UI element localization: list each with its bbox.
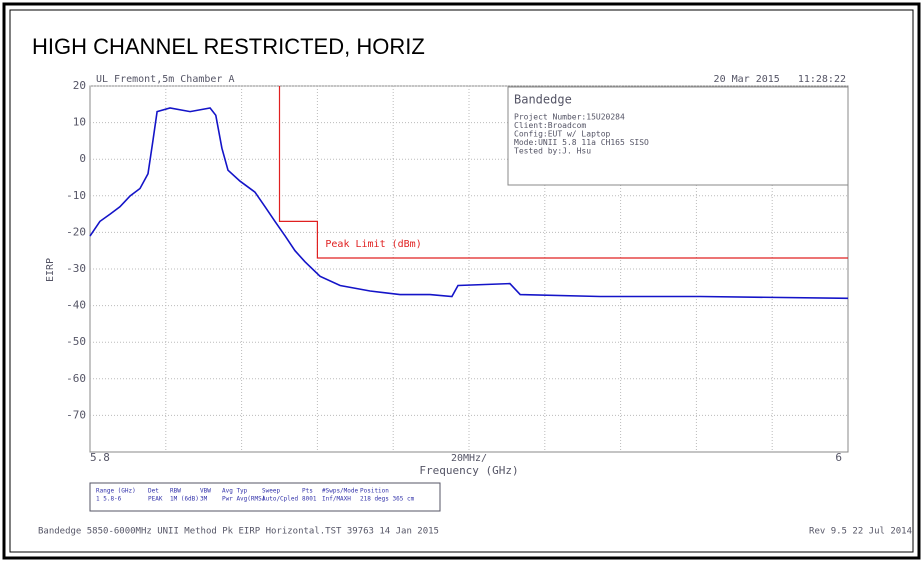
info-line: Project Number:15U20284 — [514, 113, 625, 122]
settings-header: RBW — [170, 488, 181, 495]
datetime: 20 Mar 2015 11:28:22 — [714, 74, 846, 85]
y-tick-label: -40 — [66, 299, 86, 312]
series-line — [278, 86, 848, 259]
settings-header: Avg Typ — [222, 488, 248, 495]
y-tick-label: -20 — [66, 225, 86, 238]
y-tick-label: -70 — [66, 408, 86, 421]
settings-header: VBW — [200, 488, 211, 495]
settings-header: Range (GHz) — [96, 488, 136, 495]
settings-value: PEAK — [148, 496, 163, 503]
y-tick-label: 20 — [73, 79, 86, 92]
x-div: 20MHz/ — [451, 453, 487, 464]
info-box — [507, 86, 849, 186]
x-tick-label: 5.8 — [90, 451, 110, 464]
inner-border — [9, 9, 914, 553]
settings-header: Sweep — [262, 488, 280, 495]
settings-value: Pwr Avg(RMS) — [222, 496, 265, 503]
info-line: Tested by:J. Hsu — [514, 147, 591, 156]
x-axis-label: Frequency (GHz) — [419, 464, 518, 477]
settings-value: Inf/MAXH — [322, 496, 351, 503]
settings-value: Auto/Cpled — [262, 496, 299, 503]
limit-label: Peak Limit (dBm) — [325, 239, 421, 250]
settings-header: Det — [148, 488, 159, 495]
y-tick-label: -10 — [66, 189, 86, 202]
settings-value: 8001 — [302, 496, 317, 503]
settings-box — [89, 482, 441, 512]
settings-header: Position — [360, 488, 389, 495]
settings-value: 1 5.8-6 — [96, 496, 122, 503]
settings-value: 3M — [200, 496, 208, 503]
site: UL Fremont,5m Chamber A — [96, 74, 234, 85]
footer-left: Bandedge 5850-6000MHz UNII Method Pk EIR… — [38, 527, 439, 537]
y-tick-label: -30 — [66, 262, 86, 275]
info-line: Mode:UNII 5.8 11a CH165 SISO — [514, 138, 649, 147]
chart-title: HIGH CHANNEL RESTRICTED, HORIZ — [32, 34, 425, 59]
y-tick-label: -50 — [66, 335, 86, 348]
info-title: Bandedge — [514, 93, 572, 107]
y-axis-label: EIRP — [45, 258, 56, 282]
settings-value: 218 degs 365 cm — [360, 496, 415, 503]
series-line — [89, 107, 849, 300]
settings-header: Pts — [302, 488, 313, 495]
info-line: Config:EUT w/ Laptop — [514, 130, 611, 139]
info-line: Client:Broadcom — [514, 121, 586, 130]
y-tick-label: 0 — [79, 152, 86, 165]
x-tick-label: 6 — [835, 451, 842, 464]
settings-header: #Swps/Mode — [322, 488, 359, 495]
footer-right: Rev 9.5 22 Jul 2014 — [809, 527, 912, 537]
settings-value: 1M (6dB) — [170, 496, 199, 503]
y-tick-label: 10 — [73, 116, 86, 129]
y-tick-label: -60 — [66, 372, 86, 385]
